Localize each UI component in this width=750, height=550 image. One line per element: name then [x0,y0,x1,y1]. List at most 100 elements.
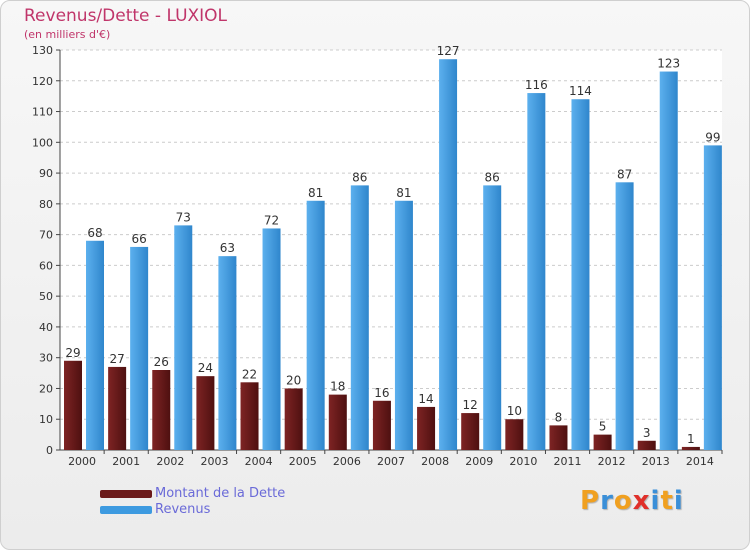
data-label-dette: 27 [109,352,124,366]
proxiti-logo: Proxiti [580,486,684,516]
logo-letter: r [600,486,614,516]
x-tick-label: 2010 [509,455,537,468]
data-label-revenus: 86 [352,170,367,184]
bar-dette [152,370,171,450]
data-label-revenus: 87 [617,167,632,181]
x-tick-label: 2009 [465,455,493,468]
data-label-dette: 16 [374,386,389,400]
bar-revenus [394,200,413,450]
bar-revenus [86,240,104,450]
y-tick-label: 130 [32,44,53,57]
bar-revenus [659,71,678,451]
logo-letter: o [613,486,633,516]
y-tick-label: 120 [32,75,53,88]
bar-dette [64,360,82,450]
data-label-revenus: 127 [437,44,460,58]
data-label-revenus: 66 [131,232,146,246]
bar-dette [461,413,480,450]
legend-label-revenus: Revenus [155,502,211,517]
data-label-revenus: 63 [220,241,235,255]
data-label-revenus: 99 [705,130,720,144]
bar-revenus [350,185,369,450]
bar-revenus [218,256,237,450]
chart-subtitle: (en milliers d'€) [24,28,111,41]
bar-dette [108,366,127,450]
x-tick-label: 2003 [200,455,228,468]
x-tick-label: 2014 [686,455,714,468]
data-label-revenus: 81 [396,186,411,200]
bar-dette [593,434,612,450]
data-label-dette: 1 [687,432,695,446]
bar-dette [328,394,347,450]
bar-revenus [703,145,722,450]
data-label-dette: 29 [65,346,80,360]
x-tick-label: 2000 [68,455,96,468]
chart-title: Revenus/Dette - LUXIOL [24,6,228,26]
bar-revenus [615,182,634,451]
bar-revenus [571,99,590,450]
bar-revenus [483,185,502,450]
x-tick-label: 2012 [598,455,626,468]
x-tick-label: 2001 [112,455,140,468]
y-tick-label: 50 [39,290,53,303]
data-label-dette: 26 [154,355,169,369]
x-tick-label: 2002 [156,455,184,468]
y-tick-label: 40 [39,321,53,334]
legend-swatch-revenus [100,506,152,514]
bar-dette [549,425,568,450]
data-label-revenus: 123 [657,57,680,71]
bar-dette [505,419,524,450]
legend-label-dette: Montant de la Dette [155,486,286,501]
y-tick-label: 20 [39,382,53,395]
bar-dette [417,406,436,450]
y-tick-label: 0 [46,444,53,457]
data-label-revenus: 81 [308,186,323,200]
data-label-dette: 20 [286,373,301,387]
data-label-dette: 24 [198,361,213,375]
y-tick-label: 10 [39,413,53,426]
bar-revenus [439,59,458,450]
y-tick-label: 70 [39,229,53,242]
data-label-dette: 8 [555,410,563,424]
logo-letter: i [673,486,684,516]
x-tick-label: 2013 [642,455,670,468]
bar-revenus [527,93,546,451]
plot-area [60,50,722,450]
data-label-revenus: 116 [525,78,548,92]
bar-dette [196,376,215,450]
logo-letter: i [650,486,661,516]
data-label-revenus: 86 [485,170,500,184]
bar-dette [637,440,656,450]
bar-dette [240,382,259,450]
data-label-dette: 18 [330,380,345,394]
data-label-revenus: 72 [264,213,279,227]
y-tick-label: 30 [39,352,53,365]
data-label-revenus: 114 [569,84,592,98]
x-tick-label: 2008 [421,455,449,468]
legend-swatch-dette [100,490,152,498]
data-label-dette: 22 [242,367,257,381]
y-tick-label: 80 [39,198,53,211]
x-tick-label: 2004 [245,455,273,468]
x-tick-label: 2011 [554,455,582,468]
bar-dette [284,388,303,450]
logo-letter: x [632,486,651,516]
data-label-dette: 3 [643,426,651,440]
bar-revenus [262,228,281,450]
bar-revenus [130,246,149,450]
y-tick-label: 110 [32,106,53,119]
data-label-dette: 12 [463,398,478,412]
data-label-revenus: 73 [176,210,191,224]
bar-revenus [174,225,193,450]
data-label-dette: 10 [507,404,522,418]
y-tick-label: 90 [39,167,53,180]
bar-dette [681,446,700,450]
data-label-dette: 5 [599,420,607,434]
bar-dette [372,400,391,450]
logo-letter: t [660,486,674,516]
data-label-dette: 14 [418,392,433,406]
y-tick-label: 60 [39,259,53,272]
x-tick-label: 2005 [289,455,317,468]
x-tick-label: 2006 [333,455,361,468]
